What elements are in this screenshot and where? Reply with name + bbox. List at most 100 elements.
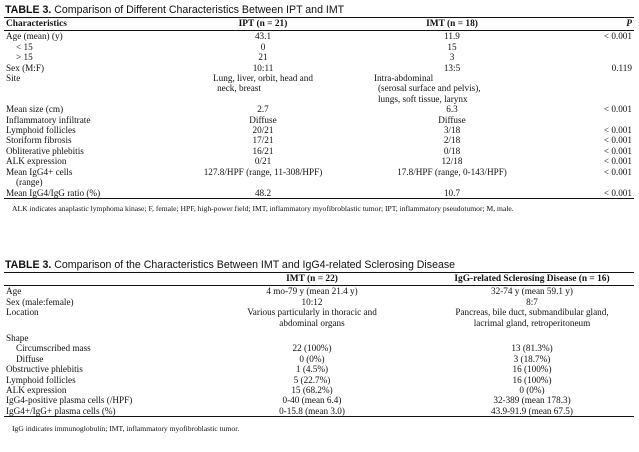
p-value: < 0.001 — [603, 31, 632, 42]
p-value: < 0.001 — [603, 125, 632, 136]
table-row: Age (mean) (y) 43.1 11.9 < 0.001 — [4, 31, 634, 42]
table-row: Shape — [4, 328, 634, 343]
imt-value — [194, 328, 430, 343]
table-1-label: TABLE 3. — [5, 4, 52, 16]
table-row: Mean IgG4+ cells (range) 127.8/HPF (rang… — [4, 167, 634, 188]
p-value: < 0.001 — [603, 104, 632, 115]
table-row: Obliterative phlebitis 16/21 0/18 < 0.00… — [4, 146, 634, 156]
igg-location-line: Pancreas, bile duct, submandibular gland… — [455, 307, 609, 318]
header-imt: IMT (n = 22) — [286, 274, 338, 284]
imt-value: 5 (22.7%) — [293, 374, 331, 385]
p-value: 0.119 — [611, 62, 632, 73]
table-2-label: TABLE 3. — [5, 259, 52, 271]
header-imt: IMT (n = 18) — [426, 19, 478, 29]
row-label: ALK expression — [6, 385, 67, 396]
ipt-value: Diffuse — [249, 114, 277, 125]
table-1-title: Comparison of Different Characteristics … — [54, 4, 345, 16]
imt-value: Various particularly in thoracic and abd… — [194, 307, 430, 328]
header-characteristics: Characteristics — [6, 19, 67, 29]
row-label-line: (range) — [16, 177, 43, 188]
table-row: Obstructive phlebitis 1 (4.5%) 16 (100%) — [4, 364, 634, 374]
p-value: < 0.001 — [603, 156, 632, 167]
p-value — [532, 42, 634, 52]
row-label: Age (mean) (y) — [6, 31, 63, 42]
ipt-value: Lung, liver, orbit, head and neck, breas… — [154, 73, 372, 104]
row-label: Storiform fibrosis — [6, 135, 72, 146]
table-1-caption: TABLE 3. Comparison of Different Charact… — [4, 3, 634, 17]
table-row: IgG4+/IgG+ plasma cells (%) 0-15.8 (mean… — [4, 406, 634, 417]
imt-value: 12/18 — [441, 156, 463, 167]
imt-site-line: lungs, soft tissue, larynx — [378, 93, 468, 104]
row-label: Shape — [6, 333, 29, 344]
table-row: Sex (M:F) 10:11 13:5 0.119 — [4, 63, 634, 73]
igg-location-line: lacrimal gland, retroperitoneum — [473, 317, 591, 328]
table-1-grid: Characteristics IPT (n = 21) IMT (n = 18… — [4, 17, 634, 199]
imt-value: 13:5 — [443, 62, 461, 73]
imt-value: 0/18 — [443, 145, 461, 156]
ipt-value: 43.1 — [254, 31, 272, 42]
row-label: Sex (male:female) — [6, 296, 74, 307]
ipt-value: 127.8/HPF (range, 11-308/HPF) — [203, 166, 323, 177]
p-value: < 0.001 — [603, 166, 632, 177]
imt-value: 0-40 (mean 6.4) — [282, 395, 342, 406]
row-label: Age — [6, 286, 22, 297]
p-value — [532, 73, 634, 104]
row-label: Mean IgG4+ cells (range) — [4, 167, 154, 188]
imt-value: 3 — [449, 52, 455, 63]
p-value: < 0.001 — [603, 145, 632, 156]
row-label: IgG4+/IgG+ plasma cells (%) — [6, 405, 116, 416]
row-label: ALK expression — [6, 156, 67, 167]
ipt-site-line: neck, breast — [217, 83, 261, 94]
header-p: P — [626, 19, 632, 29]
igg-value: 16 (100%) — [512, 374, 552, 385]
table-row: Mean size (cm) 2.7 6.3 < 0.001 — [4, 104, 634, 114]
imt-value: 4 mo-79 y (mean 21.4 y) — [266, 286, 358, 297]
imt-value: 15 — [447, 41, 457, 52]
ipt-value: 17/21 — [252, 135, 274, 146]
imt-value: 0-15.8 (mean 3.0) — [279, 405, 345, 416]
igg-value: 16 (100%) — [512, 364, 552, 375]
table-row: Diffuse 0 (0%) 3 (18.7%) — [4, 354, 634, 364]
table-row: Inflammatory infiltrate Diffuse Diffuse — [4, 115, 634, 125]
ipt-value: 10:11 — [252, 62, 274, 73]
imt-value: 17.8/HPF (range, 0-143/HPF) — [397, 166, 507, 177]
table-row: ALK expression 15 (68.2%) 0 (0%) — [4, 385, 634, 395]
imt-value: 1 (4.5%) — [295, 364, 329, 375]
row-label: Mean IgG4/IgG ratio (%) — [6, 187, 101, 198]
imt-value: 10:12 — [301, 296, 323, 307]
table-row: IgG4-positive plasma cells (/HPF) 0-40 (… — [4, 395, 634, 405]
table-2-caption: TABLE 3. Comparison of the Characteristi… — [4, 258, 634, 272]
table-row: Storiform fibrosis 17/21 2/18 < 0.001 — [4, 135, 634, 145]
igg-value: 3 (18.7%) — [513, 353, 551, 364]
row-label: > 15 — [16, 52, 33, 63]
row-label: Lymphoid follicles — [6, 374, 76, 385]
ipt-value: 0 — [260, 41, 266, 52]
table-row: ALK expression 0/21 12/18 < 0.001 — [4, 156, 634, 166]
igg-value: 43.9-91.9 (mean 67.5) — [491, 405, 573, 416]
ipt-value: 48.2 — [254, 187, 272, 198]
row-label: IgG4-positive plasma cells (/HPF) — [6, 395, 133, 406]
p-value — [532, 115, 634, 125]
ipt-value: 16/21 — [252, 145, 274, 156]
table-row: Mean IgG4/IgG ratio (%) 48.2 10.7 < 0.00… — [4, 188, 634, 199]
table-2-footnote: IgG indicates immunoglobulin; IMT, infla… — [12, 424, 240, 434]
p-value — [532, 52, 634, 62]
header-ipt: IPT (n = 21) — [238, 19, 288, 29]
table-row: Sex (male:female) 10:12 8:7 — [4, 297, 634, 307]
p-value: < 0.001 — [603, 135, 632, 146]
imt-site-line: (serosal surface and pelvis), — [378, 83, 481, 94]
ipt-site-line: Lung, liver, orbit, head and — [213, 73, 313, 84]
imt-location-line: Various particularly in thoracic and — [247, 307, 377, 318]
header-igg-disease: IgG-related Sclerosing Disease (n = 16) — [454, 274, 610, 284]
imt-value: 10.7 — [443, 187, 461, 198]
row-label: Obliterative phlebitis — [6, 145, 84, 156]
igg-value: 32-389 (mean 178.3) — [493, 395, 571, 406]
row-label: < 15 — [16, 41, 33, 52]
table-row: Age 4 mo-79 y (mean 21.4 y) 32-74 y (mea… — [4, 286, 634, 297]
imt-value: 0 (0%) — [299, 353, 325, 364]
row-label-line: Mean IgG4+ cells — [6, 166, 73, 177]
row-label: Obstructive phlebitis — [6, 364, 83, 375]
row-label: Sex (M:F) — [6, 62, 45, 73]
ipt-value: 20/21 — [252, 125, 274, 136]
row-label: Lymphoid follicles — [6, 125, 76, 136]
